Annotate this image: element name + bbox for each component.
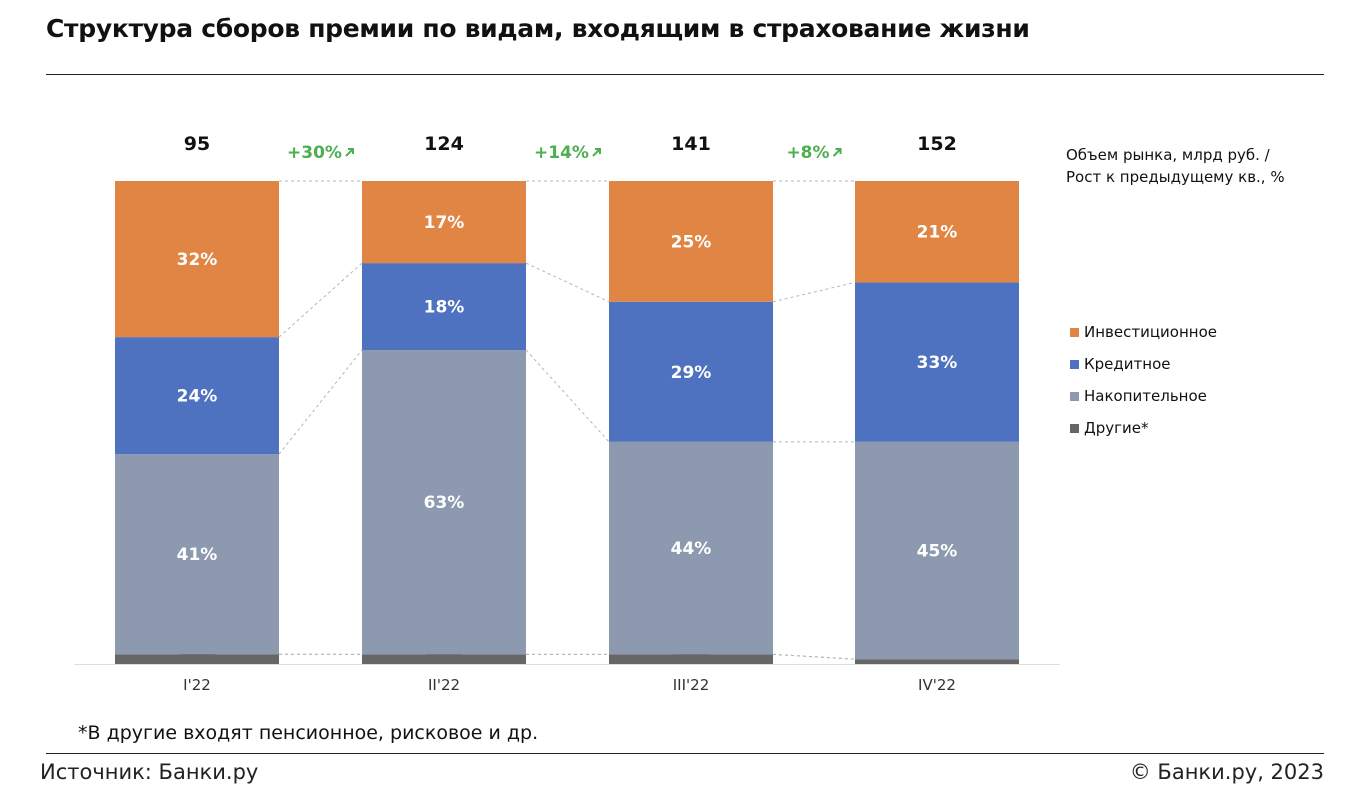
x-tick-label: I'22	[183, 676, 211, 694]
legend-label-savings: Накопительное	[1084, 387, 1207, 405]
legend-title-line1: Объем рынка, млрд руб. /	[1066, 146, 1270, 164]
arrow-up-right-icon	[832, 148, 842, 157]
total-label: 141	[671, 133, 711, 155]
data-label: 32%	[177, 250, 218, 270]
legend-title-line2: Рост к предыдущему кв., %	[1066, 168, 1285, 186]
connector-line	[772, 281, 856, 303]
legend-label-credit: Кредитное	[1084, 355, 1171, 373]
source-text: Источник: Банки.ру	[40, 760, 259, 784]
bar-segment-investment	[362, 181, 526, 264]
x-tick-label: III'22	[673, 676, 709, 694]
bar-segment-other	[362, 654, 526, 664]
legend-item-investment: Инвестиционное	[1070, 316, 1217, 348]
data-label: 17%	[424, 213, 465, 233]
data-label: 24%	[177, 387, 218, 407]
data-label: 44%	[671, 539, 712, 559]
growth-label: +14%	[534, 143, 589, 163]
data-label: 45%	[917, 541, 958, 561]
data-label: 18%	[424, 298, 465, 318]
bar-segment-savings	[609, 441, 773, 655]
data-label: 25%	[671, 232, 712, 252]
x-tick-label: IV'22	[918, 676, 956, 694]
legend-swatch-investment	[1070, 327, 1079, 337]
legend: Инвестиционное Кредитное Накопительное Д…	[1070, 316, 1217, 444]
copyright-text: © Банки.ру, 2023	[1129, 760, 1324, 784]
bar-segment-savings	[362, 350, 526, 655]
chart-title: Структура сборов премии по видам, входящ…	[46, 14, 1030, 43]
legend-label-other: Другие*	[1084, 419, 1149, 437]
bar-segment-other	[609, 654, 773, 664]
connector-line	[278, 262, 363, 338]
data-label: 29%	[671, 363, 712, 383]
total-label: 152	[917, 133, 957, 155]
connector-line	[278, 349, 363, 455]
growth-label: +30%	[287, 143, 342, 163]
bar-segment-savings	[855, 441, 1019, 660]
growth-label: +8%	[786, 143, 829, 163]
arrow-up-right-icon	[592, 148, 601, 157]
bar-segment-credit	[855, 282, 1019, 442]
legend-title: Объем рынка, млрд руб. / Рост к предыдущ…	[1066, 144, 1326, 188]
total-label: 95	[184, 133, 210, 155]
total-label: 124	[424, 133, 464, 155]
legend-swatch-credit	[1070, 359, 1079, 369]
legend-swatch-other	[1070, 423, 1079, 433]
arrow-up-right-icon	[345, 148, 354, 157]
legend-item-other: Другие*	[1070, 412, 1217, 444]
bar-segment-investment	[609, 181, 773, 302]
footer-divider	[46, 753, 1324, 754]
bar-segment-investment	[855, 181, 1019, 283]
x-tick-label: II'22	[428, 676, 460, 694]
stacked-bar-chart: 2%41%24%32%95I'222%63%18%17%124II'222%44…	[74, 133, 1060, 694]
data-label: 21%	[917, 223, 958, 243]
legend-label-investment: Инвестиционное	[1084, 323, 1217, 341]
bar-segment-other	[115, 654, 279, 664]
bar-segment-credit	[609, 301, 773, 442]
bar-segment-credit	[115, 337, 279, 455]
legend-item-credit: Кредитное	[1070, 348, 1217, 380]
legend-swatch-savings	[1070, 391, 1079, 401]
data-label: 41%	[177, 545, 218, 565]
connector-line	[525, 349, 610, 443]
legend-item-savings: Накопительное	[1070, 380, 1217, 412]
connector-line	[772, 653, 856, 660]
header-divider	[46, 74, 1324, 75]
bar-segment-other	[855, 659, 1019, 664]
bar-segment-credit	[362, 263, 526, 351]
footnote: *В другие входят пенсионное, рисковое и …	[78, 722, 539, 744]
bar-segment-investment	[115, 181, 279, 338]
data-label: 63%	[424, 493, 465, 513]
connector-line	[525, 262, 610, 303]
data-label: 33%	[917, 353, 958, 373]
bar-segment-savings	[115, 454, 279, 655]
